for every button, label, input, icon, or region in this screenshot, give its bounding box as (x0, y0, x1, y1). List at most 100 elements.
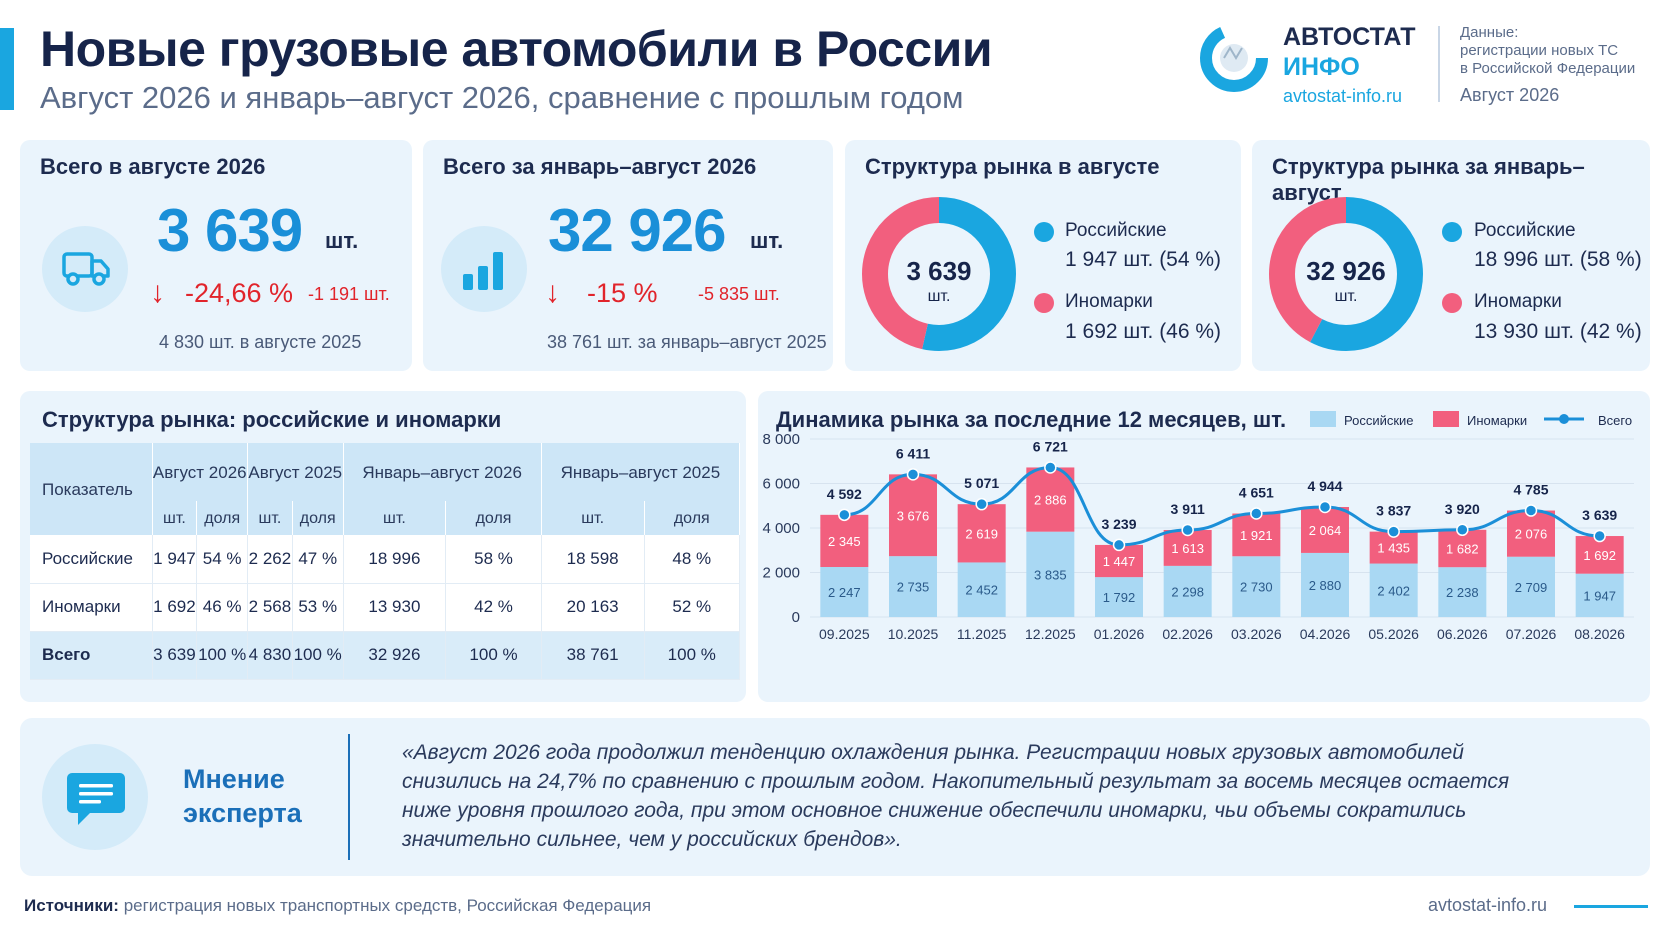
x-tick-label: 06.2026 (1437, 626, 1488, 642)
table-cell: 100 % (196, 631, 249, 680)
total-line (844, 465, 1600, 547)
footer-url[interactable]: avtostat-info.ru (1428, 895, 1548, 915)
bar-foreign-label: 1 447 (1103, 554, 1136, 569)
arrow-down-icon: ↓ (545, 276, 560, 309)
bar-foreign (889, 474, 937, 557)
bar-russian (1438, 567, 1487, 617)
col-units: шт. (343, 501, 447, 535)
kpi-month-unit: шт. (325, 228, 359, 253)
x-tick-label: 08.2026 (1574, 626, 1625, 642)
total-label: 4 592 (827, 486, 862, 502)
total-point (1524, 504, 1538, 517)
bar-foreign-label: 1 692 (1583, 548, 1616, 563)
kpi-month-value: 3 639 (157, 197, 303, 264)
structure-month-title: Структура рынка в августе (865, 154, 1160, 179)
bar-russian (1575, 573, 1624, 617)
total-label: 6 411 (896, 445, 930, 461)
donut-slice-foreign (1269, 197, 1423, 351)
donut-ytd-center-unit: шт. (1334, 288, 1358, 305)
legend-foreign-dot (1442, 293, 1462, 313)
col-units: шт. (247, 501, 293, 535)
table-cell: 53 % (292, 583, 344, 632)
legend-foreign-dot (1034, 293, 1054, 313)
data-label: Данные: (1460, 24, 1519, 41)
table-cell: 46 % (196, 583, 249, 632)
y-tick-label: 6 000 (762, 476, 800, 493)
legend-total-label: Всего (1598, 413, 1633, 428)
kpi-month-card: Всего в августе 2026 3 639 шт. ↓ -24,66 … (20, 140, 412, 371)
bar-russian (1163, 565, 1212, 617)
bar-foreign-label: 3 676 (897, 508, 930, 523)
total-point (906, 468, 920, 481)
legend-russian-label: Российские (1344, 413, 1414, 428)
x-tick-label: 03.2026 (1231, 626, 1282, 642)
footer-source: Источники: регистрация новых транспортны… (24, 896, 651, 916)
logo-url[interactable]: avtostat-info.ru (1283, 86, 1403, 106)
table-cell: 42 % (445, 583, 542, 632)
table-cell: 1 692 (152, 583, 198, 632)
legend-total-line-icon (1544, 414, 1584, 424)
table-cell: 20 163 (541, 583, 645, 632)
legend-foreign-value: 1 692 шт. (46 %) (1065, 320, 1222, 343)
col-period: Август 2026 (152, 443, 249, 501)
bar-russian (1301, 552, 1349, 617)
total-point (975, 497, 988, 511)
table-cell: 38 761 (541, 631, 645, 680)
x-tick-label: 01.2026 (1094, 626, 1145, 642)
bar-foreign (1507, 510, 1555, 557)
truck-icon (62, 252, 110, 286)
total-label: 4 651 (1239, 485, 1274, 501)
legend-russian-label: Российские (1474, 220, 1576, 241)
bar-russian-label: 2 735 (897, 580, 930, 595)
col-period: Январь–август 2026 (343, 443, 542, 501)
col-share: доля (644, 501, 741, 535)
bar-foreign-label: 1 921 (1240, 528, 1273, 543)
table-card: Структура рынка: российские и иномарки П… (20, 391, 746, 702)
bar-foreign (1232, 513, 1281, 557)
expert-quote: «Август 2026 года продолжил тенденцию ох… (402, 741, 1510, 851)
legend-russian-value: 18 996 шт. (58 %) (1474, 248, 1642, 271)
kpi-ytd-change-pct: -15 % (587, 278, 658, 308)
donut-slice-foreign (862, 197, 1016, 351)
kpi-month-prev: 4 830 шт. в августе 2025 (159, 332, 362, 352)
chat-icon (67, 773, 125, 825)
structure-month-card: Структура рынка в августе 3 639 шт. Росс… (845, 140, 1241, 371)
bar-foreign-label: 1 435 (1377, 541, 1410, 556)
bar-russian-label: 2 298 (1171, 584, 1204, 599)
arrow-down-icon: ↓ (150, 276, 165, 309)
x-tick-label: 10.2025 (888, 626, 939, 642)
kpi-ytd-card: Всего за январь–август 2026 32 926 шт. ↓… (423, 140, 833, 371)
y-tick-label: 0 (792, 609, 800, 626)
structure-table: Показатель Август 2026 Август 2025 Январ… (30, 443, 741, 680)
bar-foreign-label: 1 613 (1171, 541, 1204, 556)
chat-icon-wrap (42, 744, 148, 850)
expert-divider (348, 734, 350, 860)
table-row: Иномарки 1 692 46 % 2 568 53 % 13 930 42… (30, 583, 741, 632)
total-label: 3 911 (1171, 501, 1205, 517)
col-share: доля (445, 501, 542, 535)
table-cell: 47 % (292, 535, 344, 584)
dynamics-chart: 0 2 000 4 000 6 000 8 000 2 247 2 345 09.2025 2 … (762, 431, 1634, 642)
kpi-ytd-prev: 38 761 шт. за январь–август 2025 (547, 332, 827, 352)
donut-ytd-center-value: 32 926 (1306, 256, 1386, 286)
dynamics-title: Динамика рынка за последние 12 месяцев, … (776, 407, 1287, 432)
table-cell: 18 996 (343, 535, 447, 584)
x-tick-label: 07.2026 (1506, 626, 1557, 642)
col-indicator: Показатель (30, 443, 153, 535)
x-tick-label: 11.2025 (957, 626, 1007, 642)
total-point (1387, 525, 1400, 538)
table-cell: 3 639 (152, 631, 198, 680)
x-tick-label: 04.2026 (1300, 626, 1351, 642)
data-text-2: в Российской Федерации (1460, 60, 1636, 77)
data-text-1: регистрации новых ТС (1460, 42, 1619, 59)
total-label: 3 920 (1445, 501, 1480, 517)
table-cell: 100 % (292, 631, 344, 680)
data-month: Август 2026 (1460, 85, 1560, 105)
row-label: Всего (30, 631, 153, 680)
total-point (1181, 523, 1194, 537)
bar-russian (1026, 531, 1075, 617)
kpi-ytd-change-abs: -5 835 шт. (698, 284, 780, 304)
legend-foreign-label: Иномарки (1467, 413, 1528, 428)
table-row-total: Всего 3 639 100 % 4 830 100 % 32 926 100… (30, 631, 741, 680)
col-period: Январь–август 2025 (541, 443, 741, 501)
